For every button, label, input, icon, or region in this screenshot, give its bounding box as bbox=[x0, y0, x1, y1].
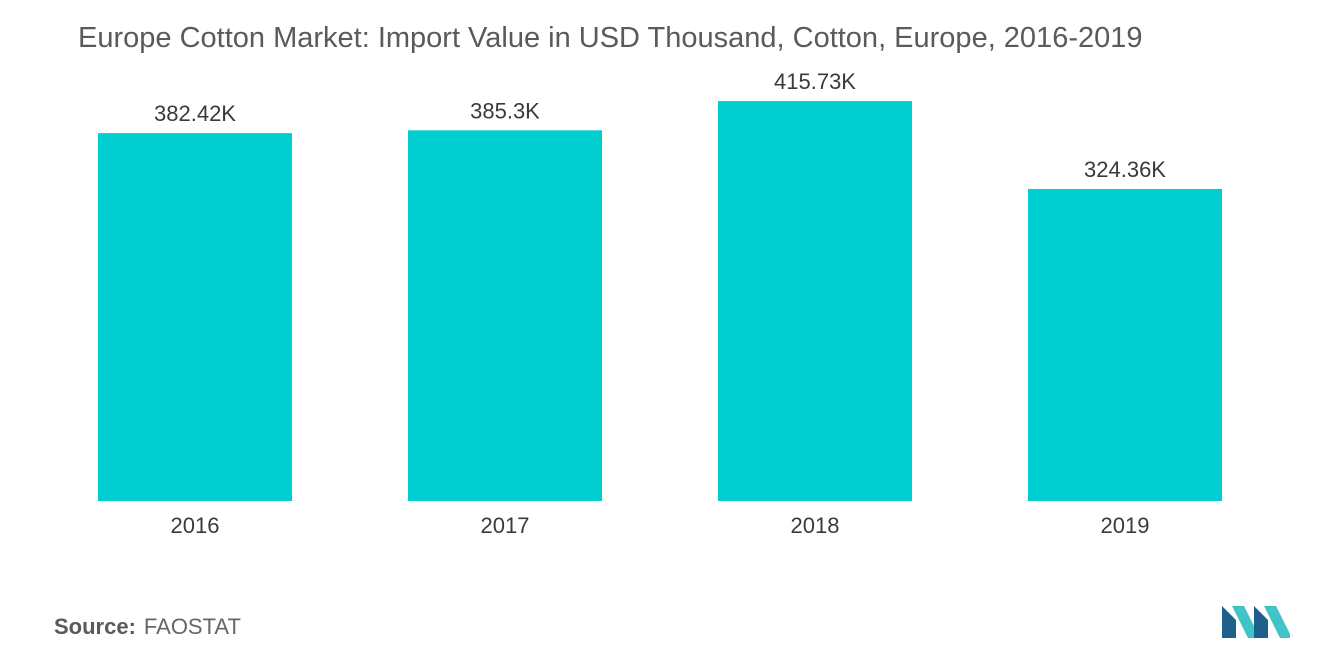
bar-chart: 382.42K 2016 385.3K 2017 415.73K 2018 324.36K 2… bbox=[98, 69, 1222, 538]
source-label: Source: bbox=[54, 614, 136, 639]
mordor-logo-icon bbox=[1222, 606, 1290, 638]
data-label-2016: 382.42K bbox=[154, 101, 236, 126]
source-value: FAOSTAT bbox=[143, 614, 241, 639]
bar-2018 bbox=[718, 101, 912, 501]
data-label-2019: 324.36K bbox=[1084, 157, 1166, 182]
data-label-2018: 415.73K bbox=[774, 69, 856, 94]
x-tick-label-2019: 2019 bbox=[1101, 513, 1150, 538]
bar-2019 bbox=[1028, 188, 1222, 501]
bar-2016 bbox=[98, 133, 292, 502]
chart-title: Europe Cotton Market: Import Value in US… bbox=[78, 22, 1143, 54]
x-tick-label-2017: 2017 bbox=[481, 513, 530, 538]
source-note: Source: FAOSTAT bbox=[54, 614, 241, 640]
x-tick-label-2016: 2016 bbox=[171, 513, 220, 538]
x-tick-label-2018: 2018 bbox=[791, 513, 840, 538]
bar-2017 bbox=[408, 130, 602, 501]
data-label-2017: 385.3K bbox=[470, 98, 540, 123]
